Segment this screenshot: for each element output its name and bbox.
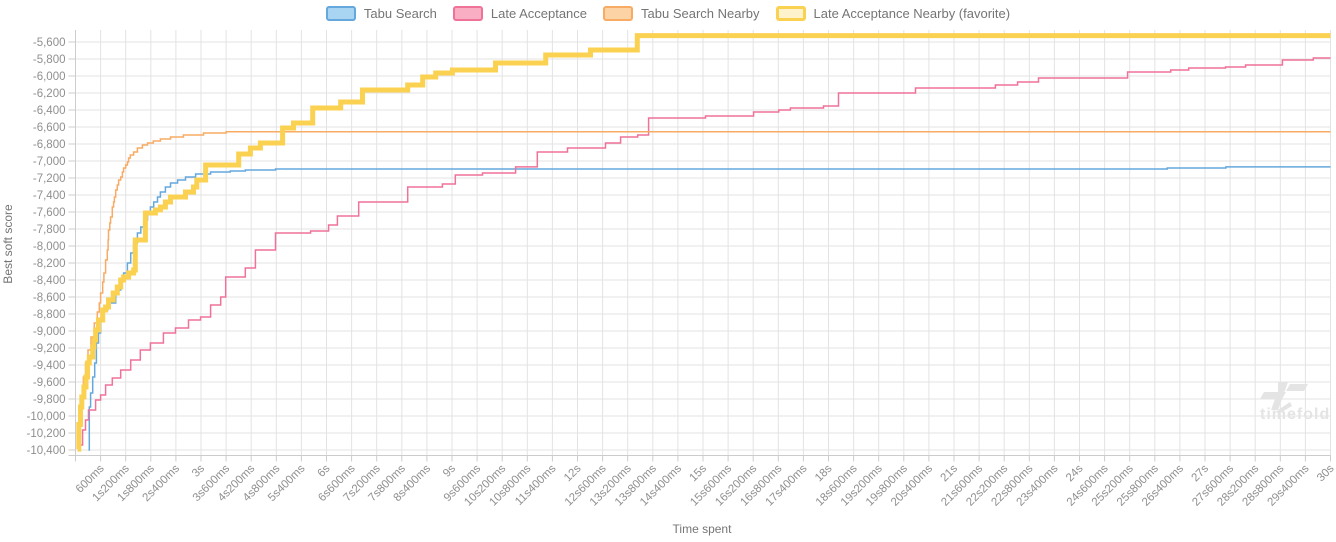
chart-legend: Tabu Search Late Acceptance Tabu Search Ne… — [0, 6, 1336, 21]
series-line-tabu-search-nearby — [78, 130, 1331, 450]
y-tick-label: -9,000 — [33, 326, 66, 338]
legend-swatch-icon — [452, 6, 483, 21]
y-tick-label: -10,200 — [26, 428, 65, 440]
legend-item-late-acceptance-nearby-favorite[interactable]: Late Acceptance Nearby (favorite) — [775, 6, 1011, 21]
y-tick-label: -7,600 — [33, 207, 66, 219]
y-tick-label: -5,800 — [33, 54, 66, 66]
legend-swatch-icon — [603, 6, 634, 21]
legend-swatch-icon — [325, 6, 356, 21]
y-tick-label: -10,400 — [26, 445, 65, 457]
y-tick-label: -8,200 — [33, 258, 66, 270]
y-tick-label: -9,200 — [33, 343, 66, 355]
y-tick-label: -8,600 — [33, 292, 66, 304]
legend-swatch-icon — [775, 6, 806, 21]
x-tick-label: 3s — [190, 462, 207, 479]
x-tick-label: 30s — [1315, 462, 1336, 484]
series-line-late-acceptance-nearby-favorite — [76, 33, 1331, 452]
y-tick-label: -9,400 — [33, 360, 66, 372]
x-tick-label: 9s — [441, 462, 458, 479]
series-lines — [76, 33, 1331, 452]
legend-label: Late Acceptance Nearby (favorite) — [813, 6, 1011, 21]
legend-label: Late Acceptance — [490, 6, 588, 21]
y-tick-label: -6,600 — [33, 122, 66, 134]
y-axis-title: Best soft score — [1, 204, 15, 284]
y-tick-label: -8,000 — [33, 241, 66, 253]
legend-item-tabu-search-nearby[interactable]: Tabu Search Nearby — [603, 6, 760, 21]
y-tick-label: -9,600 — [33, 377, 66, 389]
y-tick-label: -8,800 — [33, 309, 66, 321]
y-tick-label: -7,200 — [33, 173, 66, 185]
y-tick-label: -5,600 — [33, 37, 66, 49]
gridlines — [75, 30, 1331, 456]
y-tick-label: -7,000 — [33, 156, 66, 168]
y-tick-label: -6,800 — [33, 139, 66, 151]
axes — [68, 30, 1331, 462]
legend-item-late-acceptance[interactable]: Late Acceptance — [452, 6, 588, 21]
y-tick-label: -9,800 — [33, 394, 66, 406]
x-axis-title: Time spent — [672, 522, 732, 536]
legend-item-tabu-search[interactable]: Tabu Search — [325, 6, 437, 21]
series-line-late-acceptance — [80, 57, 1331, 446]
y-tick-label: -8,400 — [33, 275, 66, 287]
y-tick-label: -6,200 — [33, 88, 66, 100]
x-tick-label: 6s — [316, 462, 333, 479]
y-tick-label: -6,400 — [33, 105, 66, 117]
y-tick-label: -10,000 — [26, 411, 65, 423]
y-tick-label: -7,800 — [33, 224, 66, 236]
legend-label: Tabu Search Nearby — [641, 6, 760, 21]
y-tick-label: -7,400 — [33, 190, 66, 202]
y-tick-label: -6,000 — [33, 71, 66, 83]
legend-label: Tabu Search — [363, 6, 437, 21]
series-line-tabu-search — [88, 166, 1331, 451]
